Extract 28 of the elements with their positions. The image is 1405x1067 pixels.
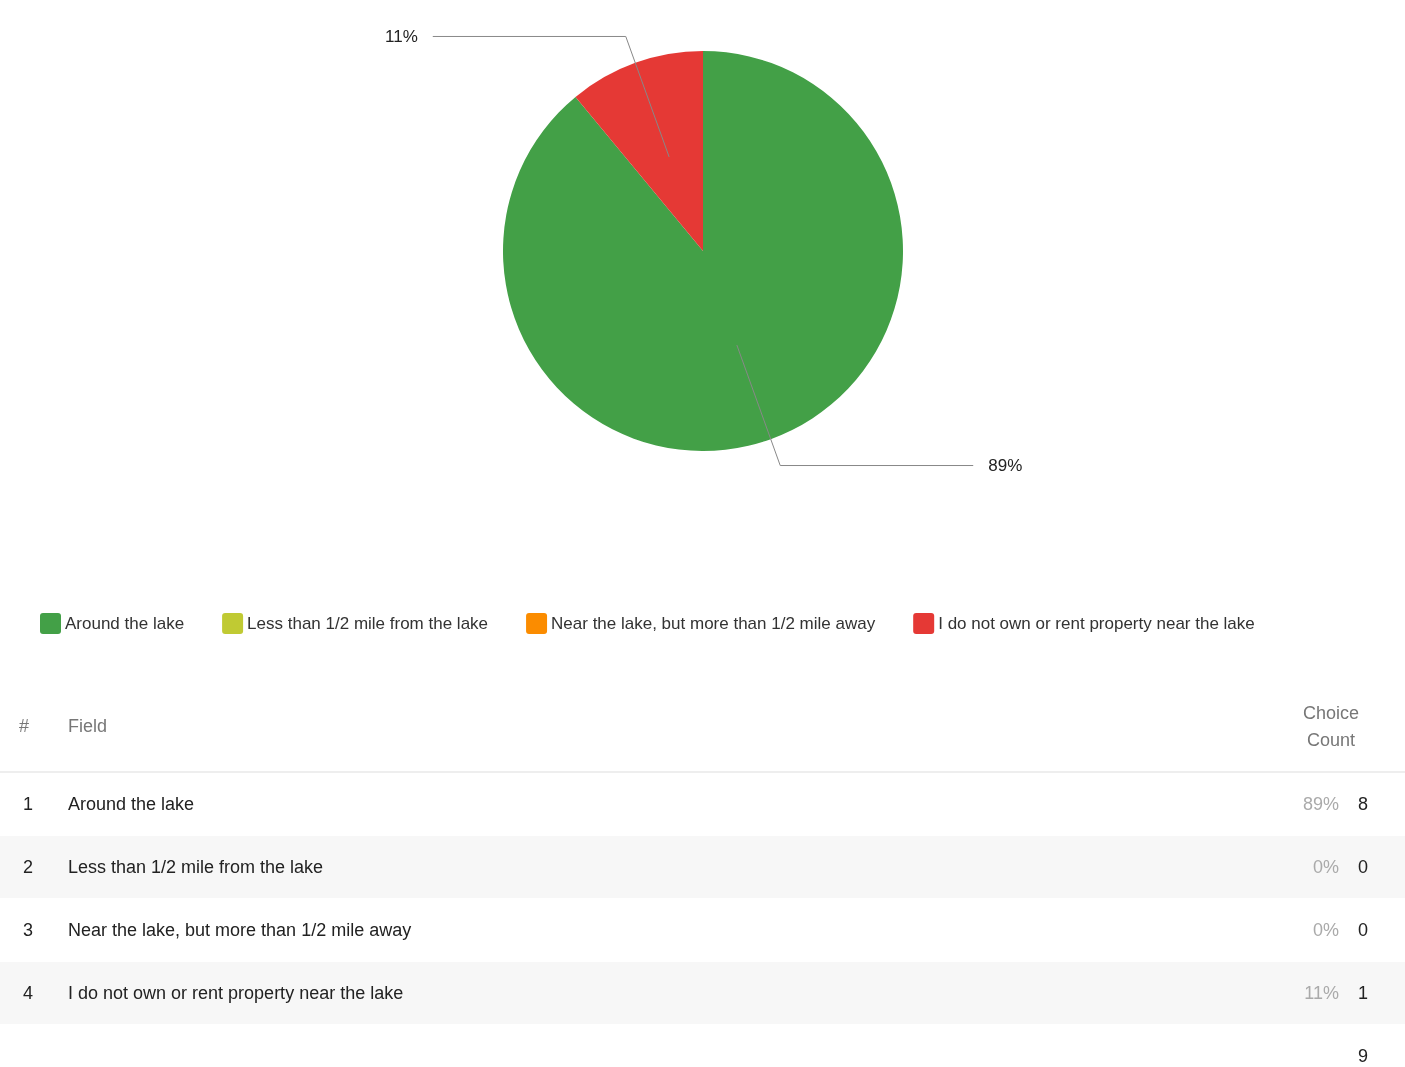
text: 11% <box>1304 983 1339 1004</box>
category-label: Less than 1/2 mile from the lake <box>68 857 324 878</box>
data-label: 89% <box>988 456 1023 476</box>
text: 1 <box>1358 983 1369 1004</box>
data-label: 11% <box>385 27 418 47</box>
pie-slice <box>503 51 903 451</box>
pie-slice <box>575 51 703 251</box>
legend-label: Near the lake, but more than 1/2 mile away <box>551 613 876 633</box>
text: 1 <box>22 794 34 815</box>
text: 4 <box>22 983 34 1004</box>
text: Field <box>68 716 108 737</box>
text: 9 <box>1358 1046 1369 1067</box>
category-label: Around the lake <box>68 794 195 815</box>
text: # <box>18 716 30 737</box>
text: 2 <box>22 857 34 878</box>
text: 0 <box>1358 857 1369 878</box>
text: Choice Count <box>1302 703 1360 751</box>
text: 0 <box>1358 920 1369 941</box>
legend-label: Less than 1/2 mile from the lake <box>247 613 489 633</box>
text: 0% <box>1312 920 1339 941</box>
text: 0% <box>1312 857 1339 878</box>
text: 89% <box>1302 794 1339 815</box>
legend-label: I do not own or rent property near the lake <box>938 613 1255 633</box>
legend-label: Around the lake <box>65 613 185 633</box>
text: 3 <box>22 920 34 941</box>
category-label: Near the lake, but more than 1/2 mile away <box>68 920 412 941</box>
category-label: I do not own or rent property near the lake <box>68 983 404 1004</box>
text: 8 <box>1358 794 1369 815</box>
